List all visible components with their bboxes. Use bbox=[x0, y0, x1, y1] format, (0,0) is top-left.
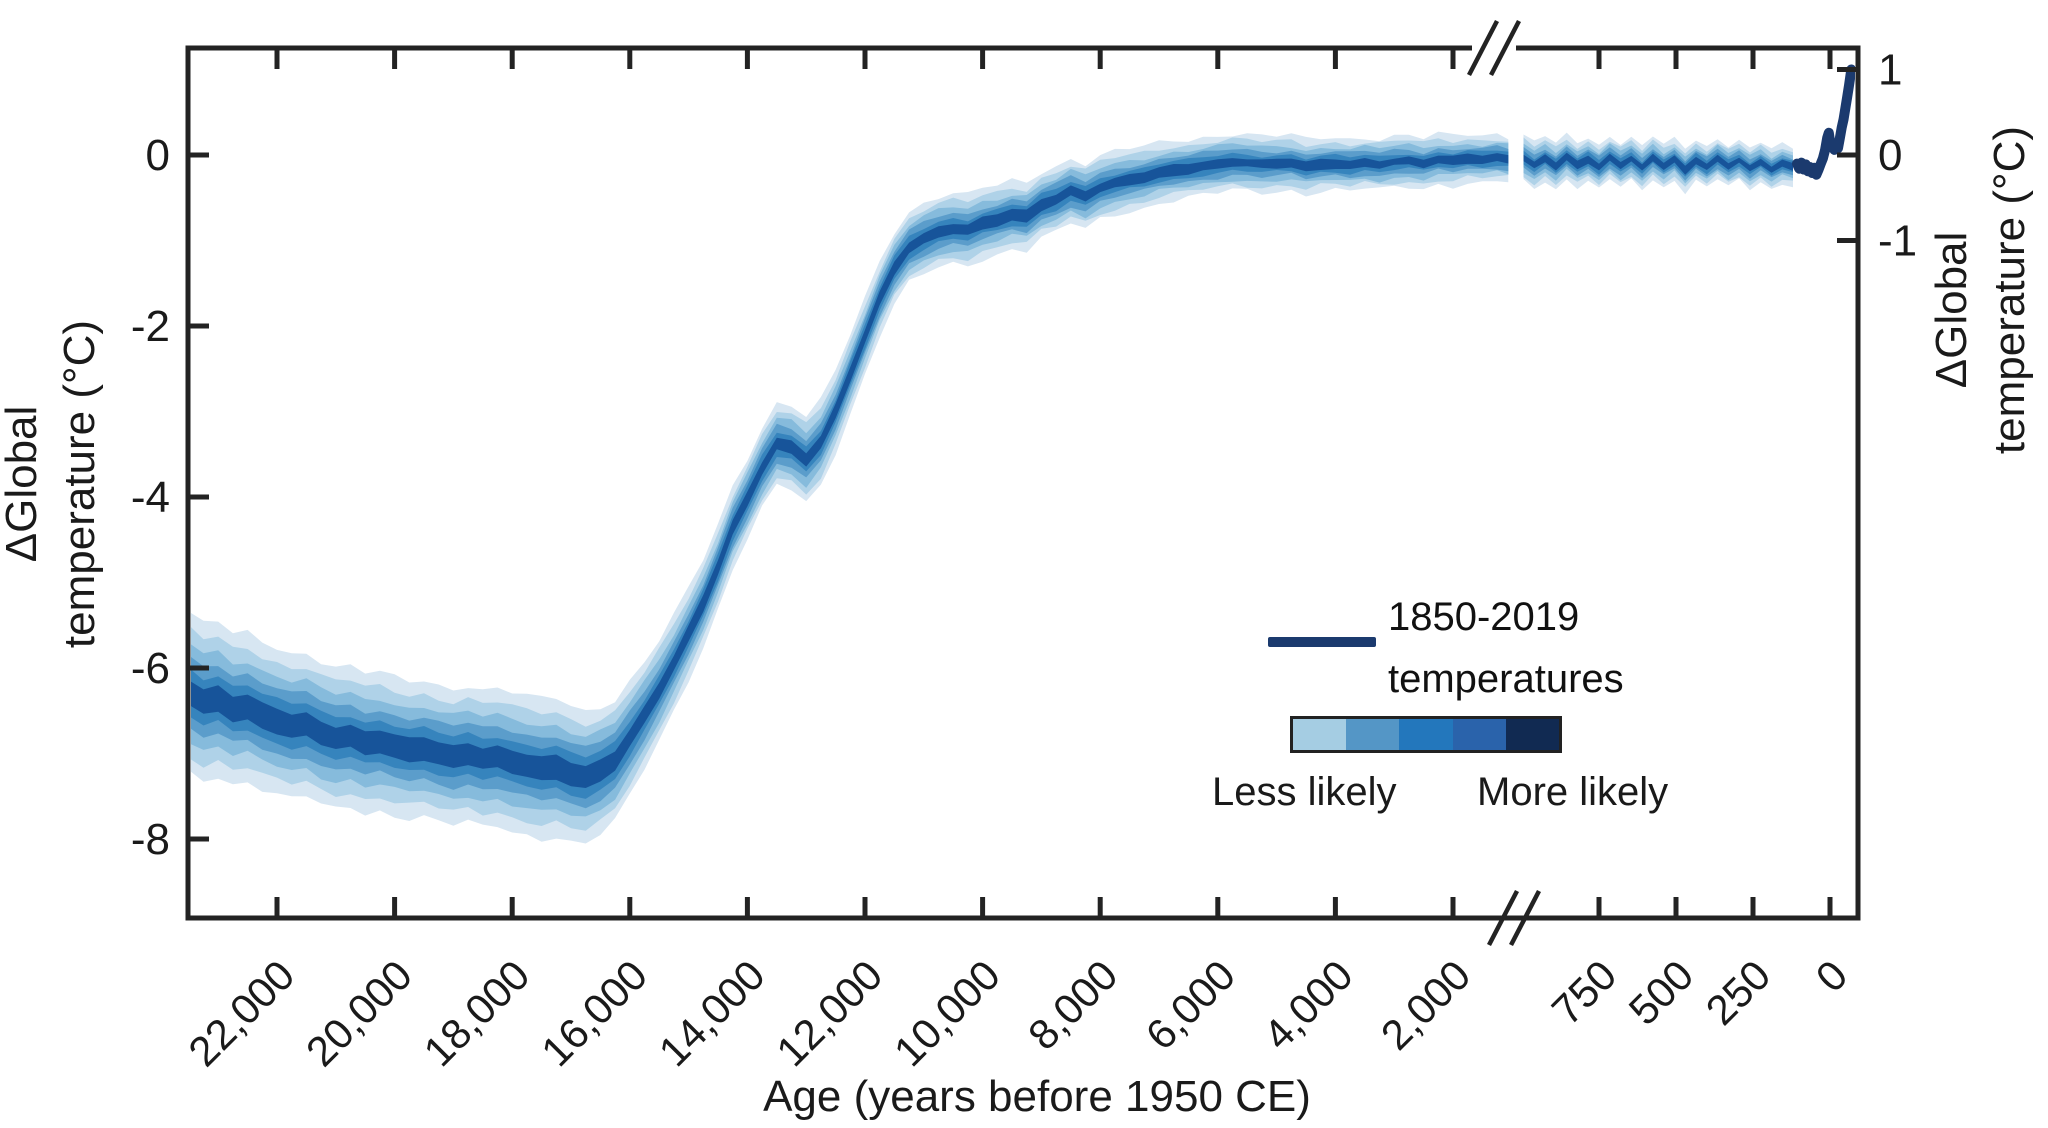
y-axis-label-right-line1: ΔGlobal bbox=[1927, 231, 1976, 389]
x-axis-title: Age (years before 1950 CE) bbox=[763, 1072, 1311, 1121]
colorbar-segment bbox=[1346, 719, 1400, 750]
legend-line-label-line1: 1850-2019 bbox=[1388, 595, 1580, 639]
y-tick-label-right: 1 bbox=[1878, 46, 1902, 95]
axes-frame bbox=[185, 45, 1861, 921]
x-tick-label: 14,000 bbox=[650, 951, 774, 1075]
y-tick-label-left: -4 bbox=[131, 473, 170, 522]
y-tick-label-left: -6 bbox=[131, 644, 170, 693]
plot-area bbox=[191, 64, 1855, 844]
y-axis-label-right-line2: temperature (°C) bbox=[1985, 125, 2034, 455]
x-tick-label: 2,000 bbox=[1372, 951, 1480, 1059]
x-tick-label: 4,000 bbox=[1254, 951, 1362, 1059]
x-tick-label: 6,000 bbox=[1137, 951, 1245, 1059]
x-tick-label: 16,000 bbox=[532, 951, 656, 1075]
axis-break-top bbox=[1467, 19, 1499, 77]
x-tick-label: 250 bbox=[1697, 951, 1780, 1034]
colorbar-segment bbox=[1452, 719, 1506, 750]
x-tick-label: 750 bbox=[1543, 951, 1626, 1034]
legend-line-swatch bbox=[1268, 637, 1376, 647]
y-tick-label-left: 0 bbox=[146, 131, 170, 180]
less-likely-label: Less likely bbox=[1212, 770, 1397, 814]
more-likely-label: More likely bbox=[1477, 770, 1669, 814]
x-tick-label: 22,000 bbox=[179, 951, 303, 1075]
y-axis-label-left-line1: ΔGlobal bbox=[0, 405, 46, 563]
y-tick-label-left: -2 bbox=[131, 302, 170, 351]
x-tick-label: 500 bbox=[1620, 951, 1703, 1034]
axis-break-bottom bbox=[1487, 889, 1519, 947]
x-tick-label: 12,000 bbox=[767, 951, 891, 1075]
likelihood-colorbar bbox=[1290, 716, 1562, 753]
axis-break-top bbox=[1489, 19, 1521, 77]
colorbar-segment bbox=[1293, 719, 1347, 750]
x-tick-label: 10,000 bbox=[885, 951, 1009, 1075]
y-tick-label-left: -8 bbox=[131, 815, 170, 864]
x-tick-label: 20,000 bbox=[297, 951, 421, 1075]
y-tick-label-right: 0 bbox=[1878, 131, 1902, 180]
x-tick-label: 18,000 bbox=[414, 951, 538, 1075]
y-axis-label-left-line2: temperature (°C) bbox=[55, 319, 104, 649]
x-tick-label: 0 bbox=[1807, 951, 1857, 1001]
uncertainty-band-glacial bbox=[191, 153, 1509, 788]
legend-line-label-line2: temperatures bbox=[1388, 657, 1624, 701]
instrumental-temperature-line bbox=[1792, 64, 1855, 180]
colorbar-segment bbox=[1399, 719, 1453, 750]
colorbar-segment bbox=[1505, 719, 1560, 750]
y-tick-label-right: -1 bbox=[1878, 217, 1917, 266]
axis-break-bottom bbox=[1509, 889, 1541, 947]
uncertainty-band-millennium bbox=[1523, 152, 1793, 175]
x-tick-label: 8,000 bbox=[1019, 951, 1127, 1059]
